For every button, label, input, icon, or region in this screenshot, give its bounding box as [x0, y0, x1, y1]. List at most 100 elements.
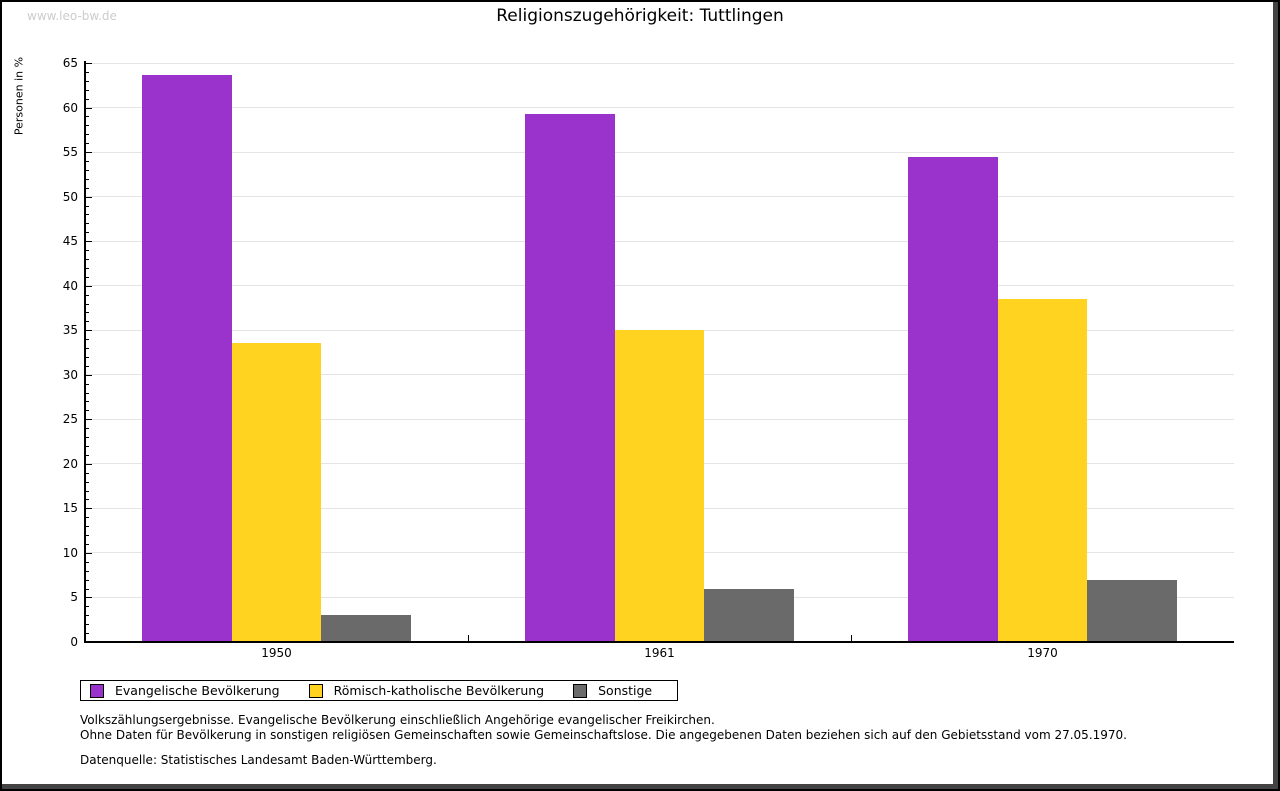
gridline: [86, 240, 1234, 242]
bar-1970-sonstige: [1087, 579, 1177, 641]
y-tick: [86, 392, 89, 394]
y-tick: [86, 71, 89, 73]
y-tick: [86, 588, 89, 590]
gridline: [86, 107, 1234, 109]
chart-title: Religionszugehörigkeit: Tuttlingen: [496, 6, 784, 26]
y-tick: [86, 178, 89, 180]
y-tick-label: 65: [62, 56, 78, 70]
y-tick: [86, 80, 89, 82]
y-tick-label: 45: [62, 234, 78, 249]
y-tick-label: 35: [62, 323, 78, 338]
y-tick: [86, 285, 92, 287]
footer-notes: Volkszählungsergebnisse. Evangelische Be…: [80, 713, 1127, 768]
legend-swatch-icon: [573, 683, 588, 698]
gridline: [86, 196, 1234, 198]
y-axis-line: [84, 61, 86, 642]
y-tick-label: 60: [62, 100, 78, 115]
bar-1961-sonstige: [704, 589, 794, 641]
y-tick: [86, 116, 89, 118]
y-tick: [86, 356, 89, 358]
legend-label: Römisch-katholische Bevölkerung: [333, 683, 545, 698]
y-tick: [86, 446, 89, 448]
y-tick: [86, 223, 89, 225]
y-tick: [86, 383, 89, 385]
y-tick: [86, 321, 89, 323]
y-tick: [86, 276, 89, 278]
footer-note-line2: Ohne Daten für Bevölkerung in sonstigen …: [80, 728, 1127, 742]
bar-1970-katholisch: [997, 299, 1088, 641]
legend-item: Römisch-katholische Bevölkerung: [308, 683, 545, 698]
legend-box: Evangelische Bevölkerung Römisch-katholis…: [80, 680, 678, 701]
y-tick: [86, 125, 89, 127]
y-tick: [86, 294, 89, 296]
bar-1950-sonstige: [321, 615, 411, 641]
y-tick-label: 40: [62, 278, 78, 293]
y-tick-label: 25: [62, 412, 78, 427]
y-tick: [86, 241, 92, 243]
y-tick: [86, 267, 89, 269]
y-tick: [86, 348, 89, 350]
y-tick: [86, 107, 92, 109]
y-tick: [86, 374, 92, 376]
bar-1961-evangelisch: [525, 113, 615, 641]
y-tick: [86, 143, 89, 145]
y-tick: [86, 330, 92, 332]
x-axis-line: [84, 641, 1234, 643]
legend-swatch-icon: [308, 683, 323, 698]
y-tick: [86, 490, 89, 492]
y-tick: [86, 454, 89, 456]
y-tick: [86, 187, 89, 189]
y-tick: [86, 232, 89, 234]
legend-item: Sonstige: [573, 683, 652, 698]
y-tick: [86, 633, 89, 635]
gridline: [86, 285, 1234, 287]
y-tick: [86, 169, 89, 171]
legend-label: Sonstige: [598, 683, 653, 698]
y-tick: [86, 597, 92, 599]
y-tick: [86, 499, 89, 501]
y-tick: [86, 303, 89, 305]
x-tick: [468, 635, 469, 642]
y-tick: [86, 63, 92, 64]
y-tick: [86, 535, 89, 537]
gridline: [86, 62, 1234, 64]
y-tick: [86, 160, 89, 162]
y-tick: [86, 365, 89, 367]
bar-1950-katholisch: [231, 342, 322, 641]
y-tick: [86, 544, 89, 545]
y-tick-label: 15: [62, 501, 78, 516]
legend-label: Evangelische Bevölkerung: [115, 683, 280, 698]
gridline: [86, 151, 1234, 153]
y-tick: [86, 624, 89, 626]
x-category-label: 1961: [644, 646, 675, 660]
y-tick: [86, 410, 89, 412]
y-tick: [86, 552, 92, 554]
bar-1961-katholisch: [614, 330, 705, 641]
y-tick: [86, 258, 89, 260]
y-tick-label: 20: [62, 456, 78, 471]
y-tick-label: 10: [62, 545, 78, 560]
y-tick: [86, 481, 89, 483]
y-tick: [86, 526, 89, 528]
footer-note-line1: Volkszählungsergebnisse. Evangelische Be…: [80, 713, 715, 727]
y-tick: [86, 561, 89, 563]
x-category-label: 1950: [261, 646, 292, 660]
y-tick: [86, 196, 92, 198]
y-tick: [86, 250, 89, 252]
legend-item: Evangelische Bevölkerung: [90, 683, 280, 698]
y-tick: [86, 570, 89, 572]
y-tick: [86, 508, 92, 510]
x-tick: [851, 635, 852, 642]
y-tick: [86, 214, 89, 216]
y-tick: [86, 134, 89, 136]
y-tick: [86, 437, 89, 439]
data-source: Datenquelle: Statistisches Landesamt Bad…: [80, 753, 437, 767]
y-tick-label: 55: [62, 145, 78, 160]
y-tick: [86, 579, 89, 581]
bar-1970-evangelisch: [908, 157, 998, 641]
y-tick: [86, 472, 89, 474]
y-tick: [86, 419, 92, 421]
y-tick-label: 30: [62, 367, 78, 382]
y-tick: [86, 98, 89, 100]
